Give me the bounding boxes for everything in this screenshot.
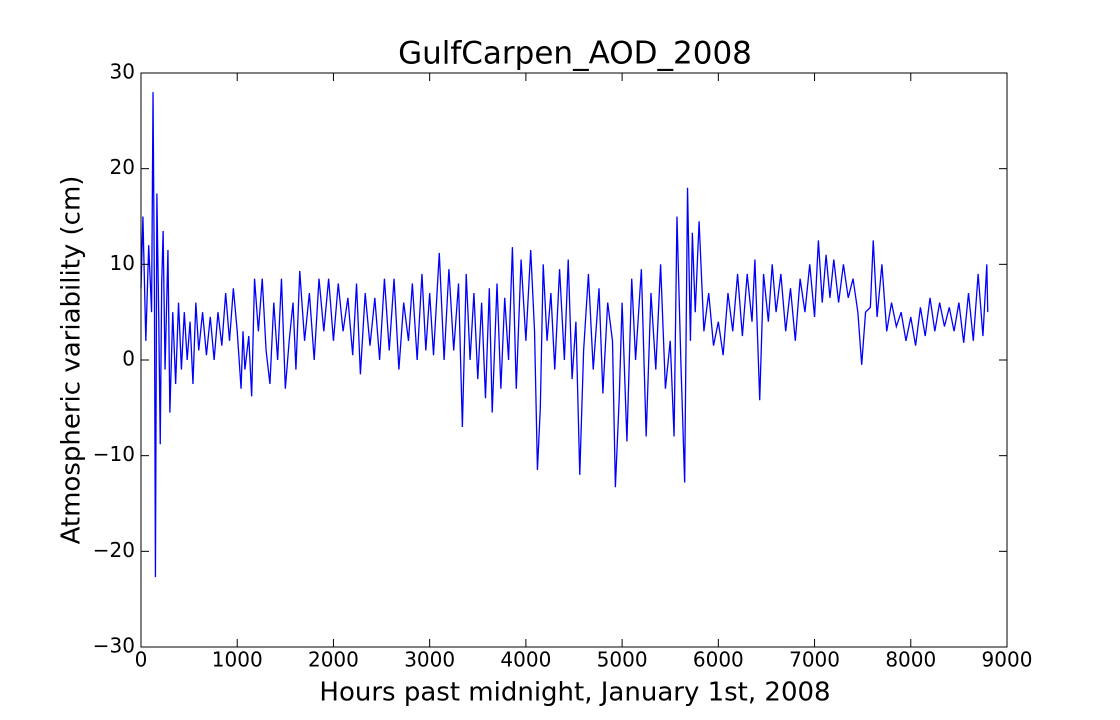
x-tick-label: 8000 bbox=[885, 648, 936, 672]
x-tick-label: 6000 bbox=[693, 648, 744, 672]
x-axis-label: Hours past midnight, January 1st, 2008 bbox=[319, 678, 830, 708]
y-tick-label: 10 bbox=[110, 251, 135, 275]
x-tick-label: 3000 bbox=[404, 648, 455, 672]
chart-title: GulfCarpen_AOD_2008 bbox=[398, 36, 752, 72]
data-line bbox=[140, 92, 989, 578]
y-tick-label: −10 bbox=[93, 442, 135, 466]
x-tick-label: 1000 bbox=[212, 648, 263, 672]
x-tick-label: 5000 bbox=[597, 648, 648, 672]
x-tick-label: 4000 bbox=[500, 648, 551, 672]
x-tick-label: 9000 bbox=[982, 648, 1033, 672]
y-tick-label: −30 bbox=[93, 634, 135, 658]
y-tick-label: 30 bbox=[110, 60, 135, 84]
y-tick-label: −20 bbox=[93, 538, 135, 562]
x-tick-label: 0 bbox=[135, 648, 148, 672]
x-tick-label: 2000 bbox=[308, 648, 359, 672]
y-tick-label: 20 bbox=[110, 155, 135, 179]
y-axis-label: Atmospheric variability (cm) bbox=[57, 176, 87, 545]
x-tick-label: 7000 bbox=[789, 648, 840, 672]
y-tick-label: 0 bbox=[122, 347, 135, 371]
